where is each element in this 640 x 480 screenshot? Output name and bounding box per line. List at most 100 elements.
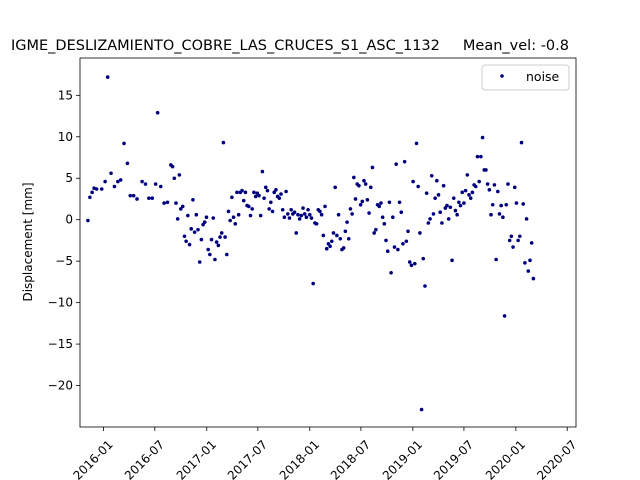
y-tick-label: −20 (48, 379, 73, 393)
data-point (258, 213, 263, 218)
data-point (307, 212, 312, 217)
data-point (172, 176, 177, 181)
data-point (243, 190, 248, 195)
data-point (424, 191, 429, 195)
data-point (199, 237, 204, 242)
data-point (492, 183, 497, 187)
data-point (379, 201, 383, 205)
data-point (490, 202, 495, 207)
data-point (531, 276, 536, 281)
data-point (269, 200, 273, 205)
data-point (282, 215, 287, 220)
data-point (368, 185, 373, 190)
data-point (489, 212, 493, 217)
data-point (477, 179, 481, 184)
data-point (180, 204, 185, 209)
data-point (262, 196, 266, 200)
data-point (480, 135, 485, 140)
data-point (221, 140, 226, 145)
data-point (399, 210, 404, 215)
y-tick-label: 10 (58, 130, 73, 144)
data-point (336, 212, 341, 217)
data-point (299, 213, 304, 218)
data-point (90, 190, 94, 195)
data-point (231, 215, 236, 220)
data-point (451, 196, 456, 200)
data-point (387, 200, 392, 205)
data-point (382, 222, 387, 226)
data-point (204, 215, 209, 220)
data-point (428, 217, 432, 221)
data-point (99, 187, 104, 191)
data-point (184, 239, 188, 244)
data-point (529, 241, 534, 245)
data-point (128, 193, 133, 198)
data-point (470, 190, 475, 195)
data-point (253, 194, 258, 199)
data-point (187, 242, 192, 247)
data-point (86, 218, 90, 223)
data-point (213, 257, 217, 262)
data-point (235, 190, 239, 195)
data-point (411, 179, 415, 184)
data-point (250, 207, 254, 211)
data-point (226, 209, 231, 214)
data-point (365, 198, 370, 202)
data-point (479, 154, 483, 159)
data-point (328, 244, 332, 249)
data-point (333, 185, 338, 190)
data-point (370, 165, 375, 170)
data-point (109, 171, 113, 176)
data-point (228, 218, 232, 223)
data-point (155, 110, 160, 115)
data-point (404, 239, 409, 244)
data-point (374, 227, 378, 232)
data-point (473, 184, 478, 189)
data-point (367, 211, 371, 215)
data-point (431, 212, 436, 216)
data-point (516, 238, 520, 243)
data-point (352, 175, 356, 180)
data-point (426, 221, 431, 225)
scatter-points (86, 75, 536, 412)
data-point (321, 233, 326, 238)
data-point (206, 247, 210, 252)
data-point (143, 182, 148, 186)
data-point (194, 212, 199, 217)
data-point (260, 169, 265, 174)
data-point (182, 234, 187, 239)
data-point (438, 210, 443, 215)
data-point (297, 217, 302, 221)
legend-label: noise (526, 69, 560, 84)
data-point (526, 269, 531, 273)
data-point (358, 202, 363, 207)
data-point (377, 204, 382, 209)
data-point (372, 231, 376, 235)
data-point (294, 231, 299, 235)
data-point (396, 247, 400, 252)
data-point (192, 230, 197, 234)
data-point (324, 246, 329, 251)
data-point (448, 205, 453, 210)
data-point (131, 193, 136, 198)
data-point (502, 314, 507, 318)
data-point (363, 182, 368, 186)
data-point (457, 200, 461, 205)
data-point (463, 188, 468, 193)
data-point (499, 203, 503, 208)
data-point (402, 159, 407, 164)
data-point (413, 261, 417, 266)
data-point (467, 193, 471, 197)
data-point (501, 215, 505, 220)
data-point (345, 220, 349, 224)
data-point (301, 206, 305, 210)
data-point (186, 213, 190, 218)
legend-marker (500, 74, 504, 78)
data-point (314, 222, 319, 226)
data-point (514, 201, 519, 205)
data-point (88, 195, 92, 200)
data-point (524, 217, 529, 221)
data-point (147, 196, 151, 200)
data-point (292, 210, 297, 215)
data-point (274, 188, 278, 192)
